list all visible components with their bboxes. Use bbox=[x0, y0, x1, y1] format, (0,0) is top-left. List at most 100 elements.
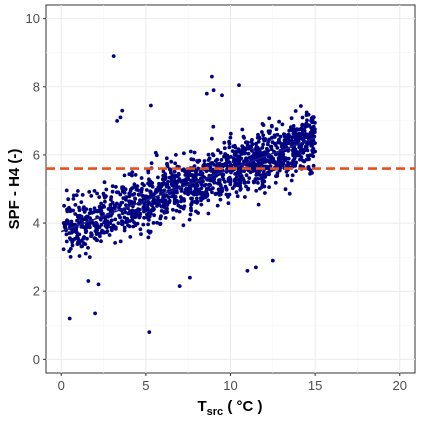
data-point bbox=[150, 184, 155, 189]
data-point bbox=[268, 169, 272, 173]
data-point bbox=[98, 234, 102, 239]
y-tick-label: 2 bbox=[33, 284, 40, 299]
data-point bbox=[72, 237, 77, 241]
data-point bbox=[103, 199, 107, 204]
data-point bbox=[118, 192, 123, 197]
data-point bbox=[165, 162, 170, 167]
data-point bbox=[147, 200, 152, 205]
data-point bbox=[181, 223, 186, 228]
data-point bbox=[268, 164, 273, 169]
data-point bbox=[161, 169, 166, 174]
data-point bbox=[143, 196, 148, 200]
data-point bbox=[139, 232, 143, 237]
data-point bbox=[257, 169, 262, 174]
data-point bbox=[152, 213, 157, 218]
data-point bbox=[154, 153, 159, 158]
data-point bbox=[219, 158, 224, 162]
data-point bbox=[104, 194, 108, 199]
data-point bbox=[135, 208, 140, 213]
x-axis-title-unit: ( °C ) bbox=[223, 398, 262, 415]
data-point bbox=[159, 188, 163, 193]
data-point bbox=[294, 160, 299, 165]
data-point bbox=[278, 166, 283, 170]
data-point bbox=[167, 198, 172, 203]
data-point bbox=[207, 156, 212, 161]
data-point bbox=[223, 184, 228, 189]
data-point-outlier bbox=[270, 258, 275, 263]
data-point bbox=[228, 177, 233, 182]
data-point bbox=[124, 217, 129, 222]
data-point bbox=[156, 185, 161, 190]
data-point bbox=[252, 163, 257, 168]
data-point-outlier bbox=[67, 316, 72, 321]
data-point bbox=[247, 176, 252, 181]
data-point bbox=[152, 197, 157, 202]
data-point bbox=[239, 174, 244, 178]
data-point bbox=[210, 190, 214, 195]
data-point bbox=[277, 137, 281, 142]
data-point bbox=[144, 206, 149, 211]
data-point bbox=[235, 172, 239, 177]
data-point bbox=[194, 172, 199, 177]
data-point-outlier bbox=[177, 284, 182, 288]
data-point bbox=[159, 198, 163, 203]
data-point bbox=[267, 130, 271, 135]
data-point bbox=[80, 193, 85, 197]
data-point bbox=[161, 195, 166, 200]
data-point bbox=[157, 181, 161, 186]
data-point bbox=[77, 216, 81, 221]
data-point bbox=[303, 123, 308, 128]
data-point bbox=[88, 207, 93, 212]
data-point bbox=[172, 169, 177, 174]
data-point-outlier bbox=[211, 88, 216, 93]
data-point bbox=[146, 229, 151, 234]
data-point bbox=[61, 247, 66, 252]
data-point bbox=[90, 210, 94, 215]
data-point bbox=[140, 194, 145, 198]
data-point-outlier bbox=[210, 74, 214, 79]
data-point bbox=[151, 206, 156, 210]
data-point bbox=[147, 177, 151, 182]
data-point bbox=[240, 127, 245, 132]
data-point bbox=[130, 193, 135, 197]
data-point bbox=[194, 168, 199, 173]
data-point bbox=[170, 183, 175, 188]
data-point bbox=[300, 137, 305, 142]
data-point bbox=[75, 234, 79, 239]
data-point bbox=[130, 186, 135, 191]
data-point bbox=[146, 222, 151, 227]
data-point bbox=[120, 219, 125, 224]
data-point bbox=[293, 109, 298, 113]
data-point bbox=[122, 190, 127, 195]
data-point bbox=[83, 251, 88, 256]
data-point bbox=[227, 192, 232, 197]
data-point bbox=[302, 159, 307, 164]
data-point bbox=[243, 140, 248, 145]
data-point bbox=[287, 128, 292, 133]
data-point bbox=[99, 201, 103, 206]
data-point bbox=[236, 180, 241, 185]
data-point bbox=[124, 220, 128, 225]
data-point bbox=[166, 179, 170, 184]
data-point bbox=[270, 140, 275, 145]
data-point bbox=[167, 185, 171, 190]
data-point bbox=[110, 189, 115, 194]
data-point bbox=[275, 146, 280, 150]
data-point bbox=[233, 181, 238, 186]
data-point bbox=[187, 173, 192, 178]
data-point bbox=[208, 187, 213, 192]
x-axis-title: Tsrc ( °C ) bbox=[197, 398, 262, 418]
data-point bbox=[77, 205, 81, 210]
data-point bbox=[202, 159, 207, 163]
data-point bbox=[77, 241, 82, 246]
data-point bbox=[177, 209, 182, 214]
data-point bbox=[148, 210, 152, 215]
data-point bbox=[110, 184, 115, 189]
x-tick-label: 10 bbox=[223, 378, 237, 393]
data-point bbox=[145, 212, 149, 217]
data-point bbox=[215, 203, 220, 208]
data-point bbox=[297, 132, 301, 136]
data-point bbox=[294, 169, 298, 174]
data-point bbox=[133, 185, 138, 190]
data-point bbox=[275, 132, 280, 137]
